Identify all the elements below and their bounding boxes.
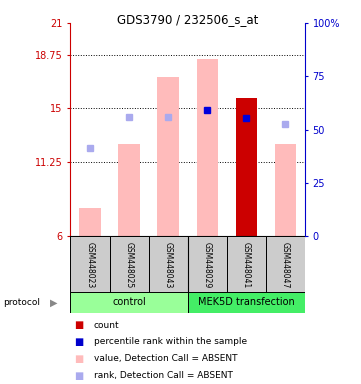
Text: value, Detection Call = ABSENT: value, Detection Call = ABSENT	[94, 354, 238, 363]
Text: protocol: protocol	[4, 298, 40, 307]
Text: GSM448029: GSM448029	[203, 242, 212, 288]
Bar	[157, 77, 179, 236]
Bar	[188, 236, 227, 294]
Bar	[266, 236, 305, 294]
Bar	[118, 144, 140, 236]
Bar	[188, 292, 305, 313]
Text: ▶: ▶	[50, 298, 57, 308]
Text: count: count	[94, 321, 119, 330]
Text: ■: ■	[74, 337, 83, 347]
Text: GDS3790 / 232506_s_at: GDS3790 / 232506_s_at	[117, 13, 258, 26]
Bar	[109, 236, 149, 294]
Text: ■: ■	[74, 354, 83, 364]
Text: GSM448043: GSM448043	[164, 242, 173, 288]
Bar	[196, 58, 218, 236]
Bar	[70, 236, 109, 294]
Bar	[70, 292, 188, 313]
Bar	[79, 208, 101, 236]
Bar	[236, 98, 257, 236]
Text: GSM448041: GSM448041	[242, 242, 251, 288]
Text: control: control	[112, 297, 146, 308]
Bar	[275, 144, 296, 236]
Text: percentile rank within the sample: percentile rank within the sample	[94, 338, 247, 346]
Bar	[227, 236, 266, 294]
Text: GSM448047: GSM448047	[281, 242, 290, 288]
Text: ■: ■	[74, 320, 83, 330]
Text: ■: ■	[74, 371, 83, 381]
Bar	[149, 236, 188, 294]
Text: GSM448025: GSM448025	[125, 242, 134, 288]
Text: MEK5D transfection: MEK5D transfection	[198, 297, 295, 308]
Text: GSM448023: GSM448023	[86, 242, 95, 288]
Text: rank, Detection Call = ABSENT: rank, Detection Call = ABSENT	[94, 371, 233, 380]
